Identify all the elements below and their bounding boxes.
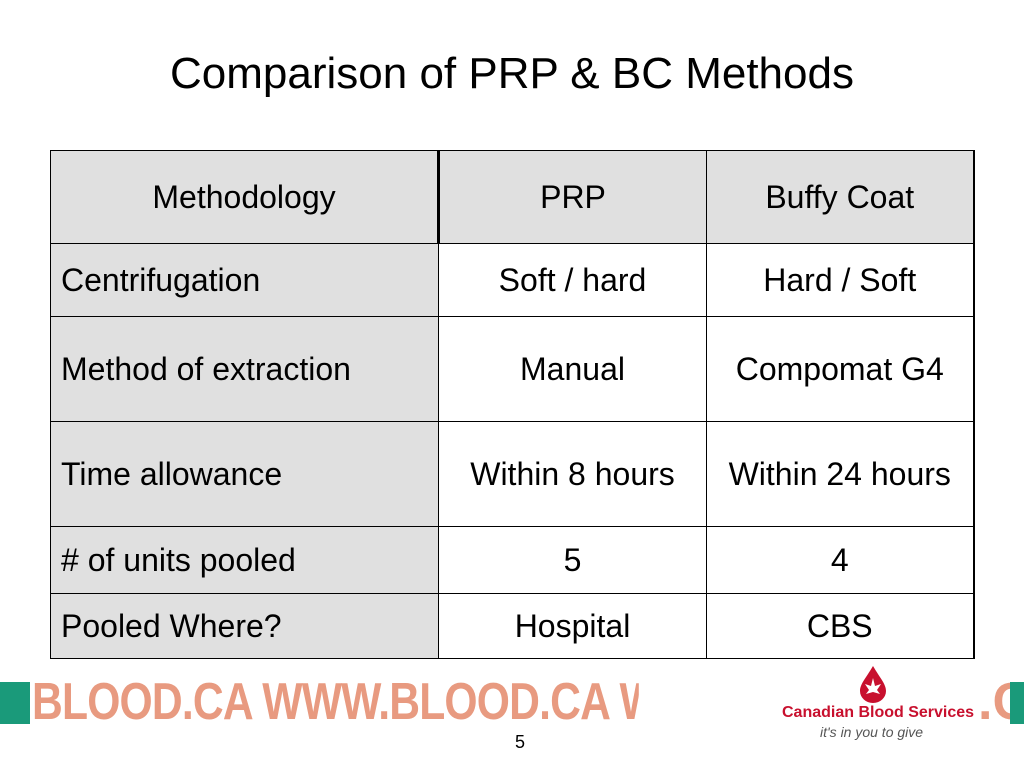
prp-cell: Soft / hard <box>438 243 707 317</box>
header-prp: PRP <box>438 150 707 244</box>
banner-tail-text: .C <box>978 674 1010 724</box>
blood-drop-logo-icon <box>860 666 886 703</box>
table-header-row: Methodology PRP Buffy Coat <box>50 150 975 244</box>
table-row: Time allowance Within 8 hours Within 24 … <box>50 421 975 527</box>
banner-green-right <box>1010 682 1024 724</box>
buffy-coat-cell: CBS <box>706 593 975 659</box>
row-label: Centrifugation <box>50 243 439 317</box>
header-buffy-coat: Buffy Coat <box>706 150 975 244</box>
comparison-table: Methodology PRP Buffy Coat Centrifugatio… <box>50 150 975 659</box>
row-label: Pooled Where? <box>50 593 439 659</box>
organization-name: Canadian Blood Services <box>782 704 975 721</box>
banner-text: BLOOD.CA WWW.BLOOD.CA WWW <box>32 674 639 724</box>
prp-cell: Within 8 hours <box>438 421 707 527</box>
prp-cell: Manual <box>438 316 707 422</box>
table-row: # of units pooled 5 4 <box>50 526 975 594</box>
banner-green-left <box>0 682 30 724</box>
row-label: Time allowance <box>50 421 439 527</box>
slide-title: Comparison of PRP & BC Methods <box>170 49 854 98</box>
table-row: Method of extraction Manual Compomat G4 <box>50 316 975 422</box>
buffy-coat-cell: Compomat G4 <box>706 316 975 422</box>
row-label: Method of extraction <box>50 316 439 422</box>
buffy-coat-cell: 4 <box>706 526 975 594</box>
footer-banner: BLOOD.CA WWW.BLOOD.CA WWW .C <box>0 674 1024 724</box>
page-number: 5 <box>514 732 525 752</box>
prp-cell: Hospital <box>438 593 707 659</box>
table-row: Centrifugation Soft / hard Hard / Soft <box>50 243 975 317</box>
buffy-coat-cell: Within 24 hours <box>706 421 975 527</box>
prp-cell: 5 <box>438 526 707 594</box>
header-methodology: Methodology <box>50 150 440 244</box>
buffy-coat-cell: Hard / Soft <box>706 243 975 317</box>
table-row: Pooled Where? Hospital CBS <box>50 593 975 659</box>
row-label: # of units pooled <box>50 526 439 594</box>
organization-tagline: it's in you to give <box>820 724 924 740</box>
